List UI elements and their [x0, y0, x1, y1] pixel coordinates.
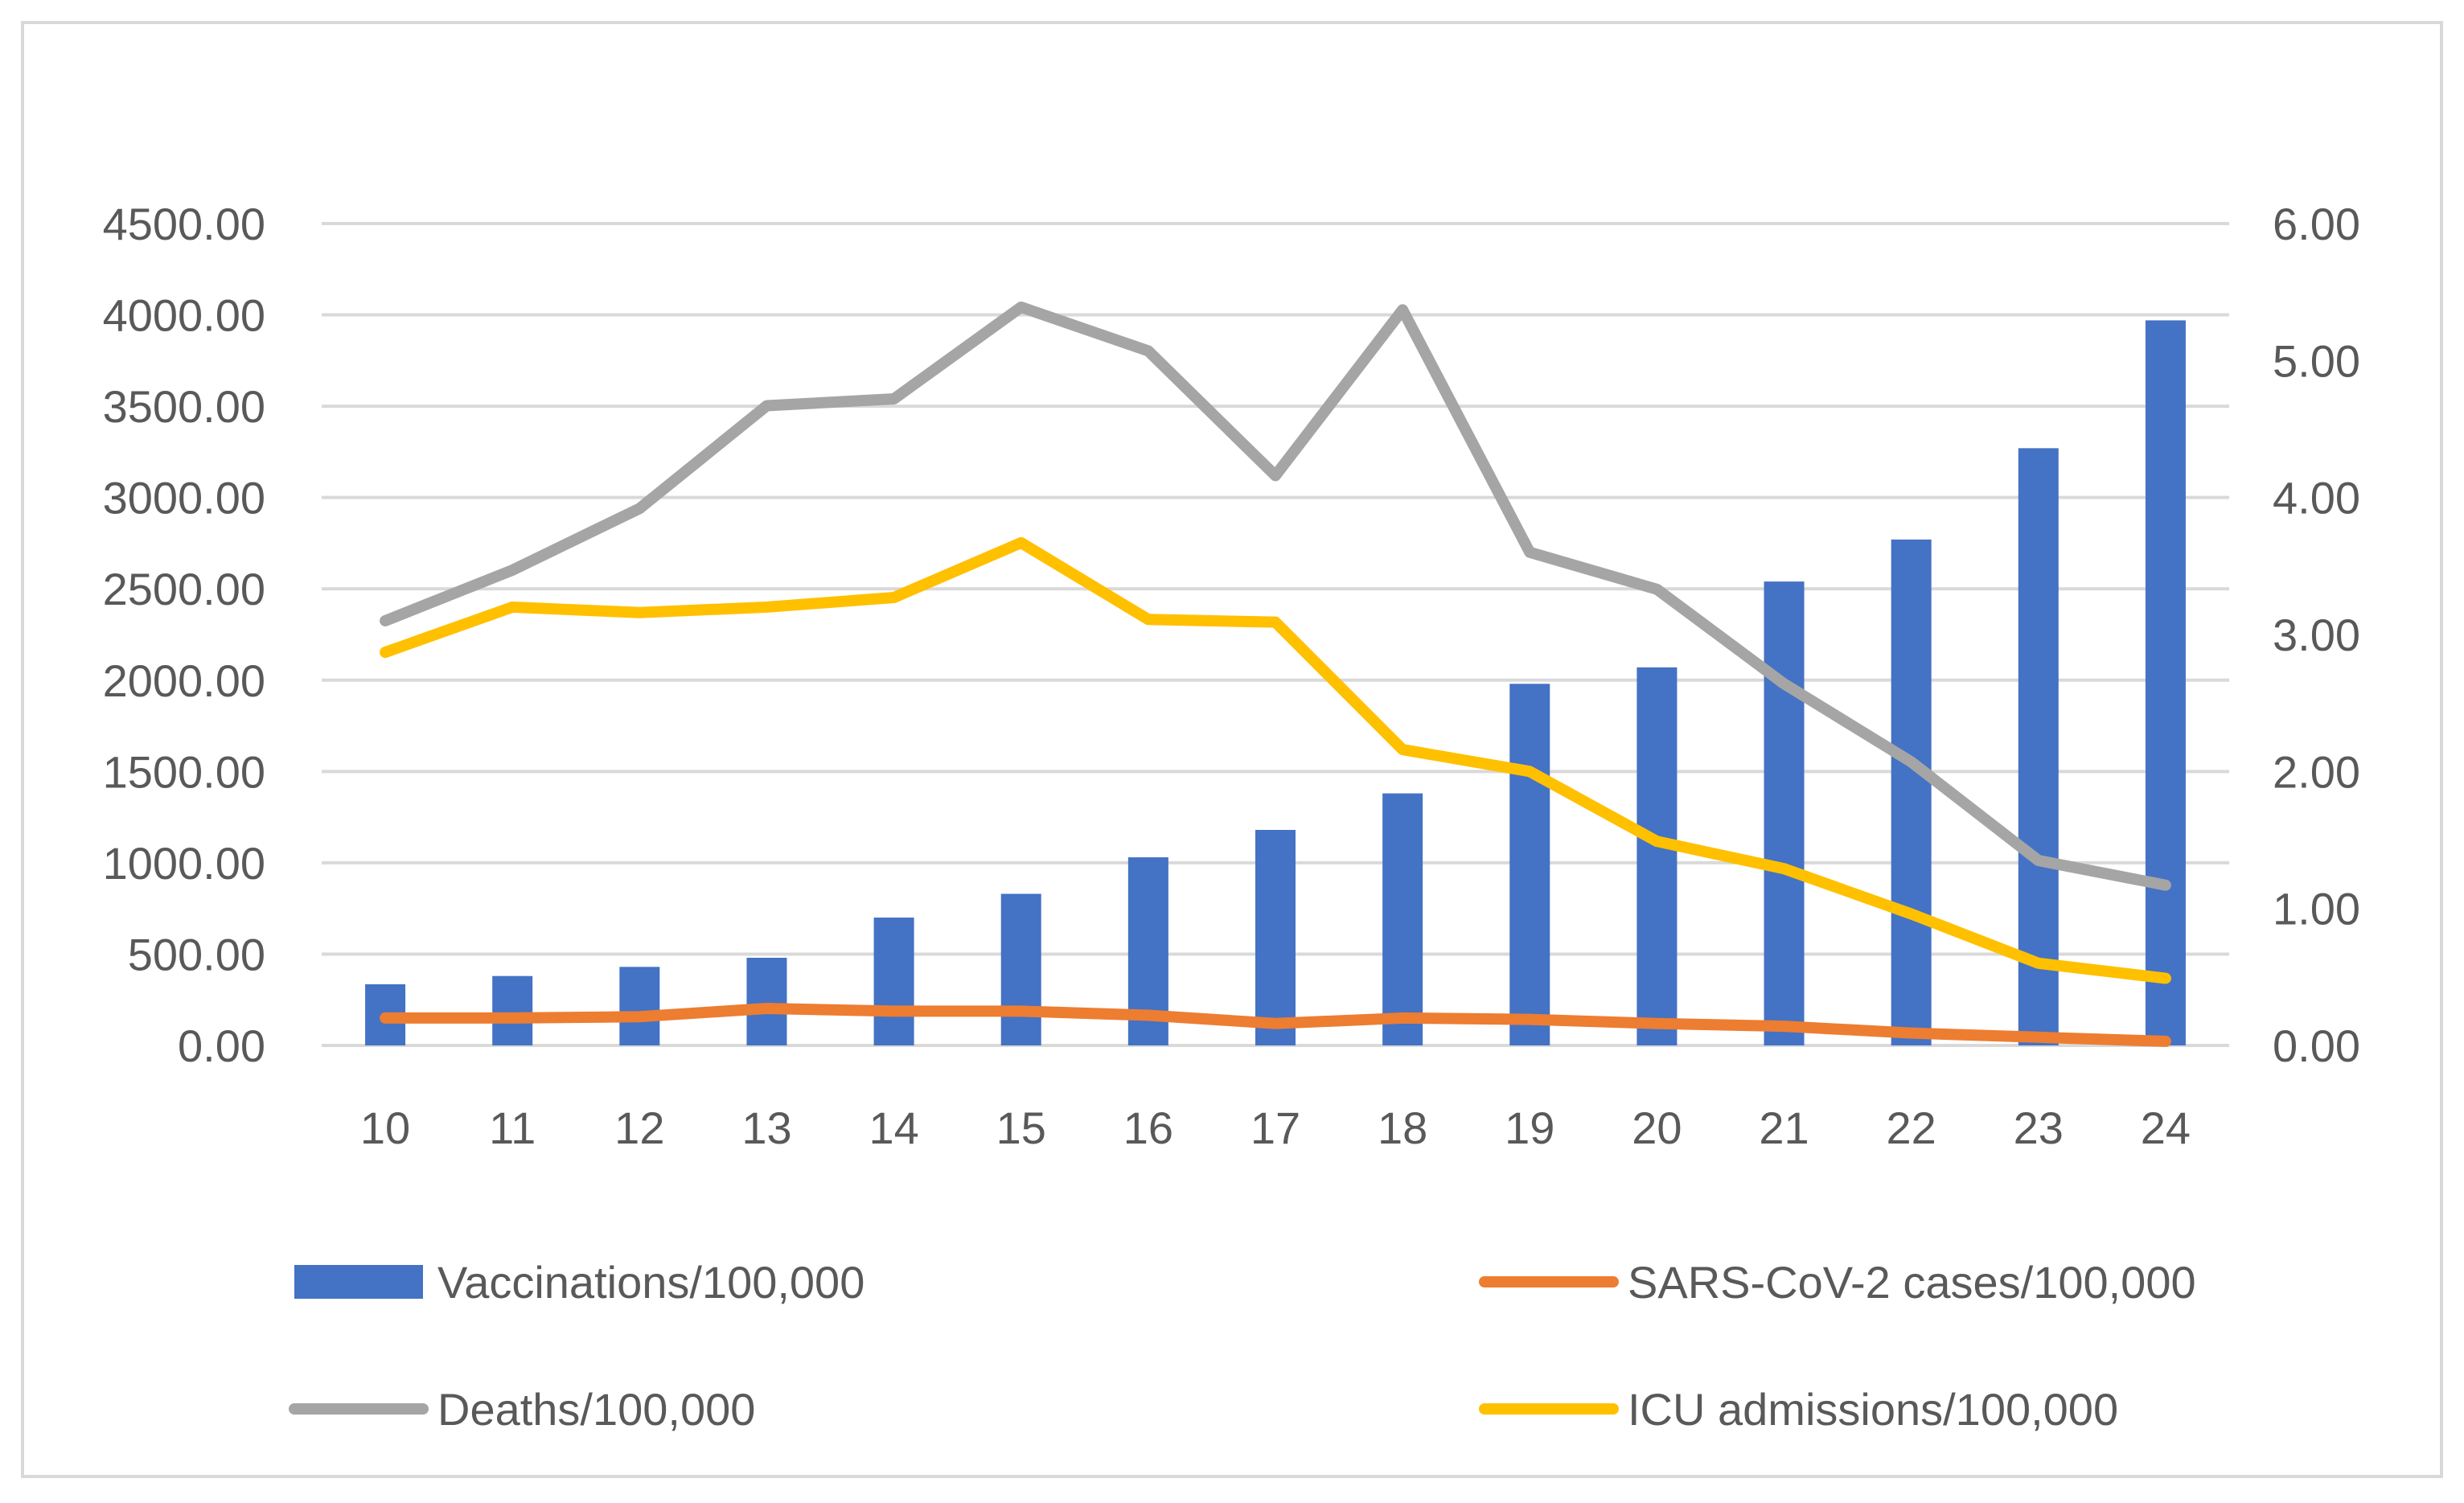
legend-swatch-vaccinations: [294, 1265, 423, 1299]
x-tick-label: 21: [1759, 1103, 1809, 1153]
x-tick-label: 14: [869, 1103, 918, 1153]
right-tick-label: 5.00: [2273, 335, 2360, 386]
left-tick-label: 3000.00: [103, 473, 265, 524]
x-tick-label: 13: [741, 1103, 791, 1153]
right-tick-label: 2.00: [2273, 746, 2360, 797]
left-tick-label: 4500.00: [103, 199, 265, 249]
right-tick-label: 1.00: [2273, 884, 2360, 934]
left-tick-label: 3500.00: [103, 381, 265, 432]
right-tick-label: 3.00: [2273, 610, 2360, 660]
bar-vaccinations: [2145, 320, 2186, 1045]
bar-vaccinations: [1509, 684, 1550, 1045]
x-tick-label: 24: [2141, 1103, 2191, 1153]
x-tick-label: 15: [996, 1103, 1046, 1153]
bar-vaccinations: [1255, 830, 1296, 1045]
left-axis-ticks: 0.00 500.00 1000.00 1500.00 2000.00 2500.00 30…: [103, 199, 265, 1071]
bar-vaccinations: [746, 957, 787, 1045]
left-tick-label: 500.00: [128, 929, 265, 979]
left-tick-label: 1000.00: [103, 838, 265, 889]
line-deaths: [380, 301, 2171, 891]
left-tick-label: 0.00: [178, 1020, 265, 1071]
line-sars-cov-2-cases: [380, 1003, 2171, 1047]
legend-label-deaths: Deaths/100,000: [437, 1384, 755, 1435]
x-tick-label: 12: [614, 1103, 664, 1153]
right-tick-label: 0.00: [2273, 1020, 2360, 1071]
legend: Vaccinations/100,000 SARS-CoV-2 cases/100…: [289, 1257, 2196, 1435]
left-tick-label: 2500.00: [103, 564, 265, 614]
left-tick-label: 4000.00: [103, 290, 265, 341]
legend-label-sars-cov-2-cases: SARS-CoV-2 cases/100,000: [1628, 1257, 2196, 1308]
legend-label-vaccinations: Vaccinations/100,000: [437, 1257, 864, 1308]
x-tick-label: 16: [1123, 1103, 1173, 1153]
left-tick-label: 1500.00: [103, 746, 265, 797]
x-tick-label: 17: [1250, 1103, 1300, 1153]
bar-vaccinations: [1764, 581, 1805, 1045]
x-tick-label: 22: [1887, 1103, 1936, 1153]
right-tick-label: 4.00: [2273, 473, 2360, 524]
x-tick-label: 18: [1378, 1103, 1427, 1153]
bar-vaccinations: [1382, 793, 1423, 1045]
x-tick-label: 23: [2014, 1103, 2064, 1153]
left-tick-label: 2000.00: [103, 655, 265, 706]
line-series: [380, 301, 2171, 1047]
x-axis-ticks: 10 11 12 13 14 15 16 17 18 19 20 21 22 23 24: [360, 1103, 2191, 1153]
line-icu-admissions: [380, 536, 2171, 984]
bar-vaccinations: [1891, 539, 1932, 1045]
legend-label-icu-admissions: ICU admissions/100,000: [1628, 1384, 2118, 1435]
bar-vaccinations: [1637, 667, 1678, 1045]
x-tick-label: 10: [360, 1103, 410, 1153]
bar-vaccinations: [2018, 448, 2059, 1045]
x-tick-label: 19: [1505, 1103, 1554, 1153]
x-tick-label: 20: [1632, 1103, 1682, 1153]
bar-vaccinations: [1000, 893, 1041, 1045]
right-tick-label: 6.00: [2273, 199, 2360, 249]
bar-series: [365, 320, 2186, 1045]
bar-vaccinations: [492, 975, 533, 1045]
bar-vaccinations: [873, 918, 914, 1045]
bar-vaccinations: [619, 967, 660, 1045]
x-tick-label: 11: [489, 1103, 536, 1153]
right-axis-ticks: 0.00 1.00 2.00 3.00 4.00 5.00 6.00: [2273, 199, 2360, 1071]
